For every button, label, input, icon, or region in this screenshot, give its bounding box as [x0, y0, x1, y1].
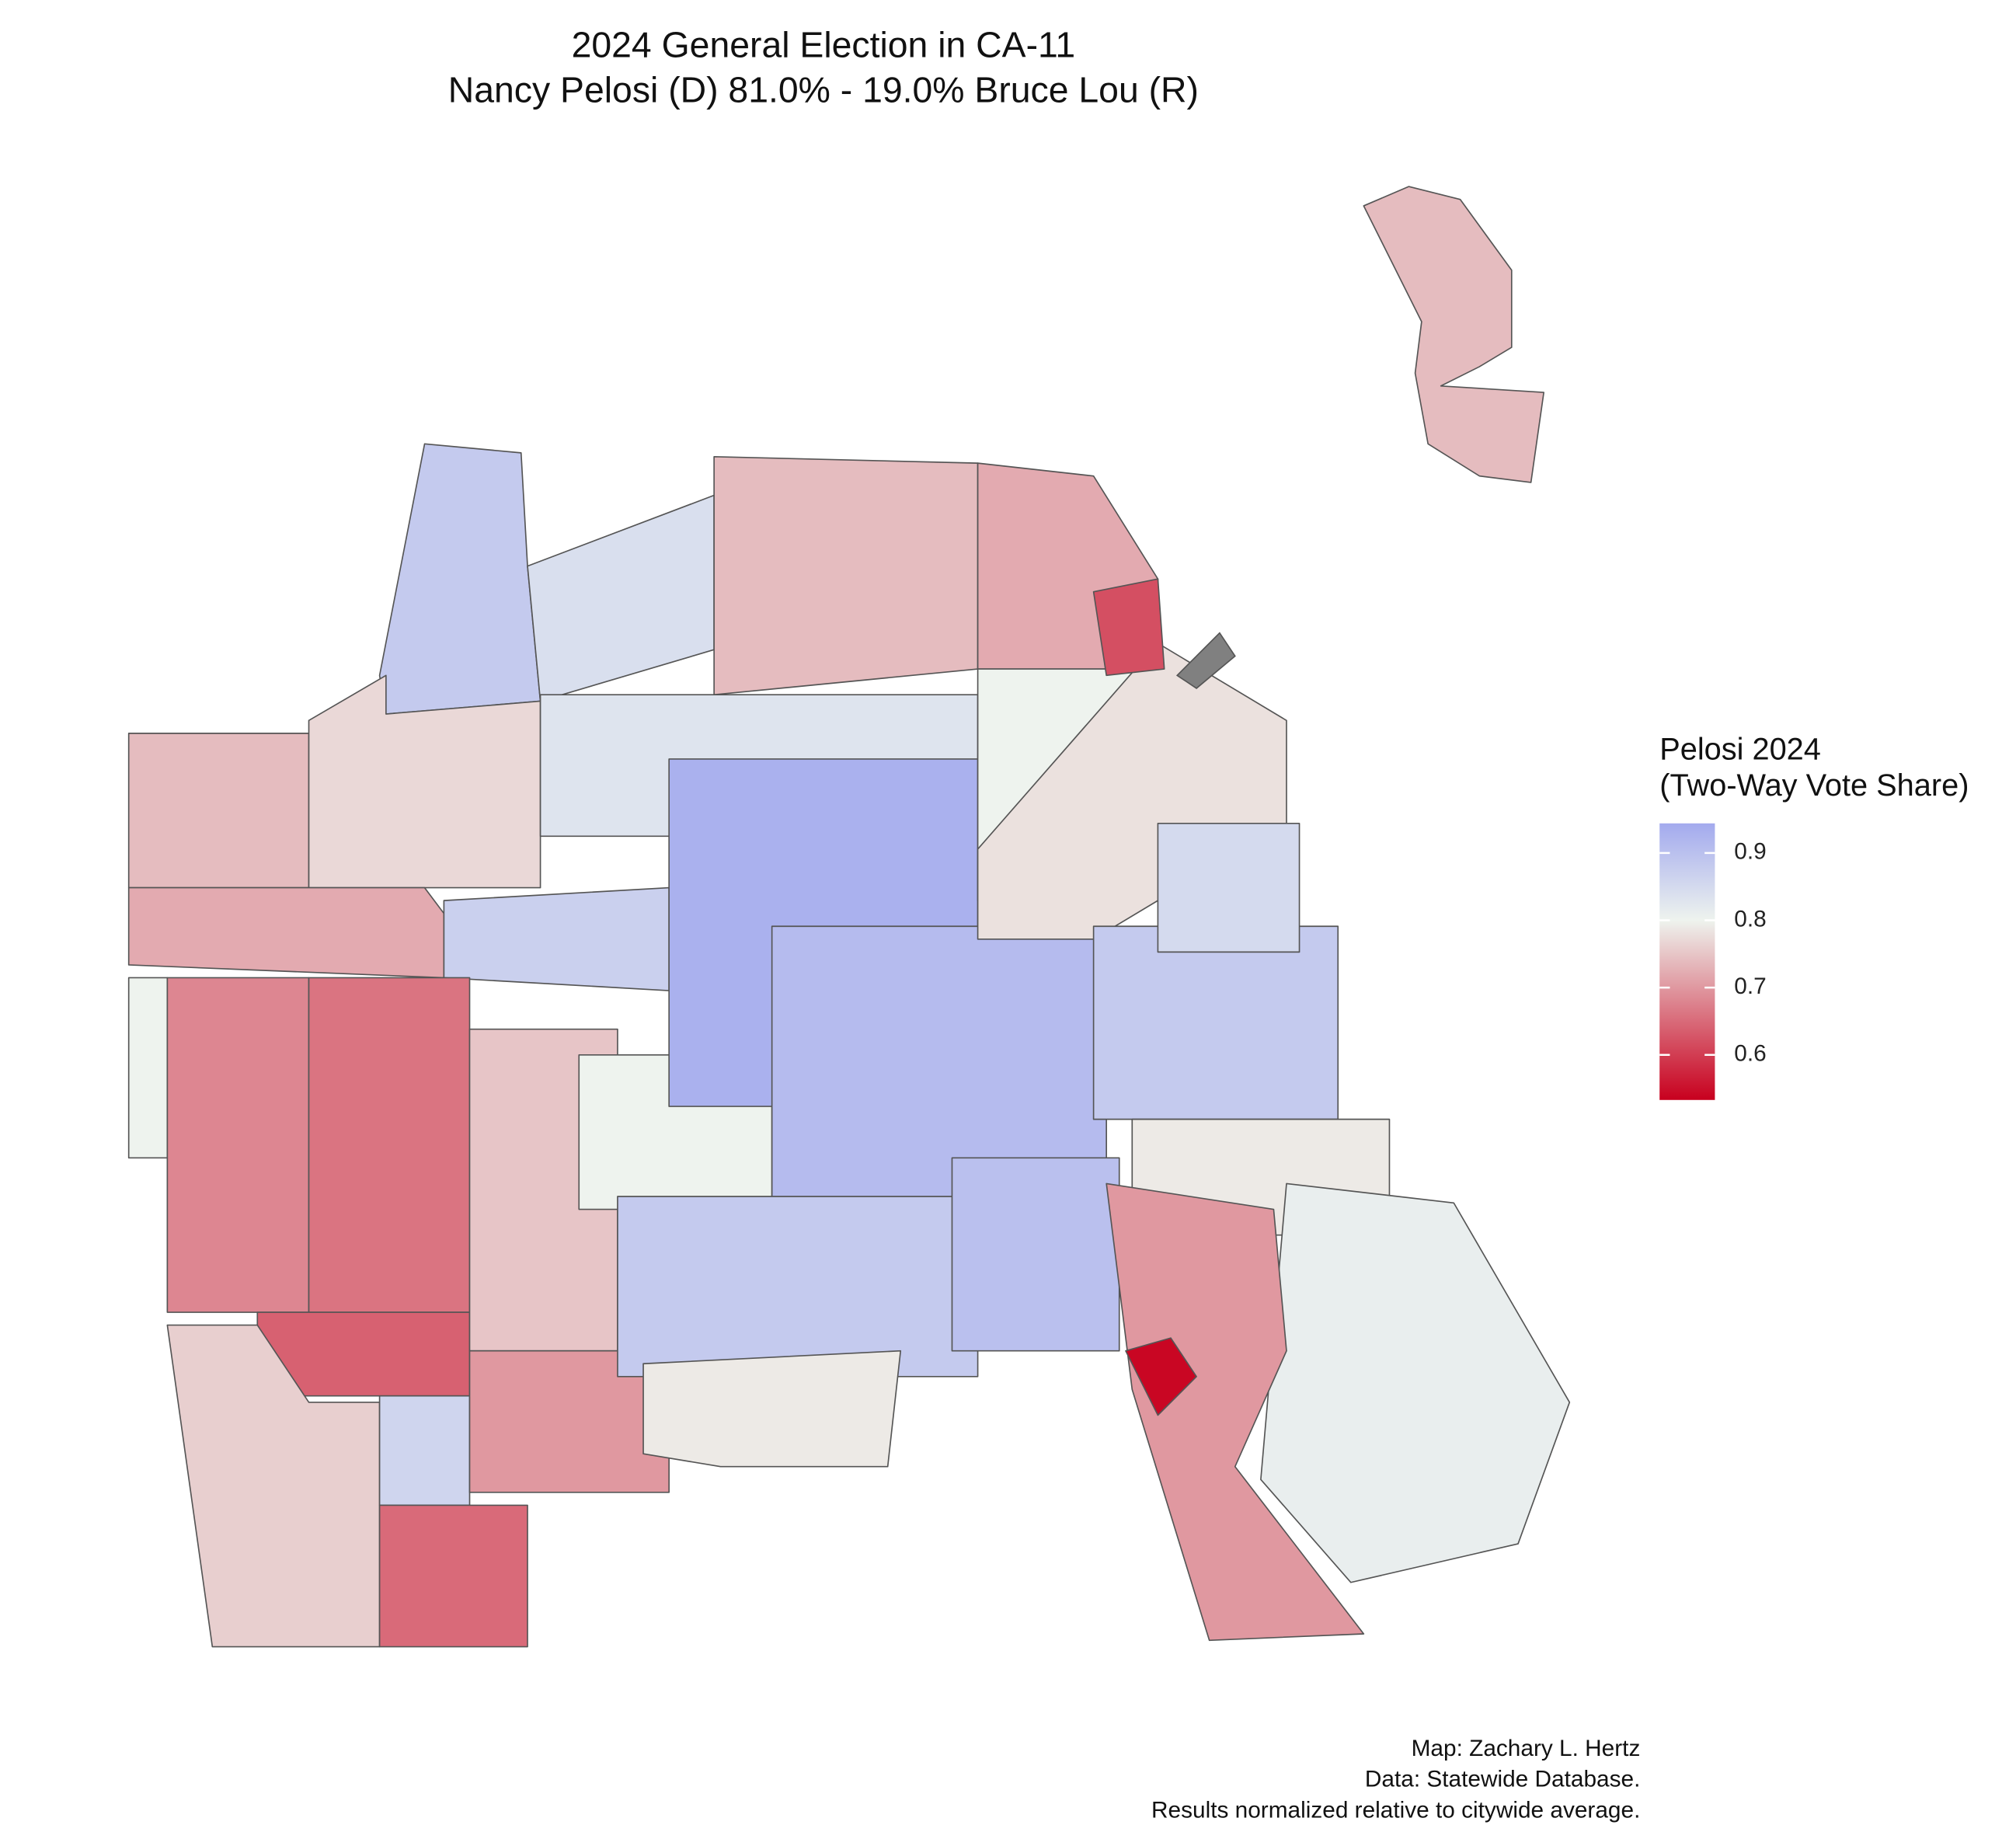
precinct [527, 494, 715, 702]
precinct [642, 1350, 902, 1468]
legend-ticks: 0.6 0.7 0.8 0.9 [1659, 839, 1767, 1067]
caption: Map: Zachary L. Hertz [1412, 1736, 1641, 1761]
caption: Results normalized relative to citywide … [1151, 1797, 1640, 1823]
title: 2024 General Election in CA-11 [572, 25, 1076, 65]
legend-tick-label: 0.7 [1734, 973, 1766, 999]
precinct [127, 977, 169, 1159]
legend-title: Pelosi 2024 [1659, 733, 1821, 767]
precinct [1157, 822, 1300, 953]
precinct [127, 733, 310, 889]
precinct [1260, 1182, 1571, 1583]
color-bar [1659, 823, 1715, 1100]
precinct [166, 977, 310, 1313]
precinct-layer [127, 186, 1571, 1648]
precinct [1092, 578, 1165, 677]
no-data-precinct [1175, 632, 1236, 689]
precinct [1105, 1182, 1365, 1642]
legend-subtitle: (Two-Way Vote Share) [1659, 768, 1969, 803]
precinct [1125, 1337, 1197, 1416]
precinct [617, 1196, 979, 1377]
legend-tick-label: 0.9 [1734, 839, 1766, 865]
caption: Data: Statewide Database. [1365, 1767, 1640, 1792]
subtitle: Nancy Pelosi (D) 81.0% - 19.0% Bruce Lou… [448, 69, 1199, 110]
precinct [127, 886, 445, 979]
precinct [1363, 186, 1545, 483]
precinct [378, 1395, 471, 1506]
precinct [1092, 925, 1339, 1120]
precinct [951, 1157, 1120, 1352]
precinct [713, 456, 979, 696]
precinct [443, 886, 670, 991]
legend-tick-label: 0.6 [1734, 1041, 1766, 1067]
precinct [378, 1504, 528, 1648]
precinct [468, 1350, 670, 1493]
precinct [378, 443, 541, 715]
legend-tick-label: 0.8 [1734, 906, 1766, 932]
precinct [308, 977, 471, 1313]
